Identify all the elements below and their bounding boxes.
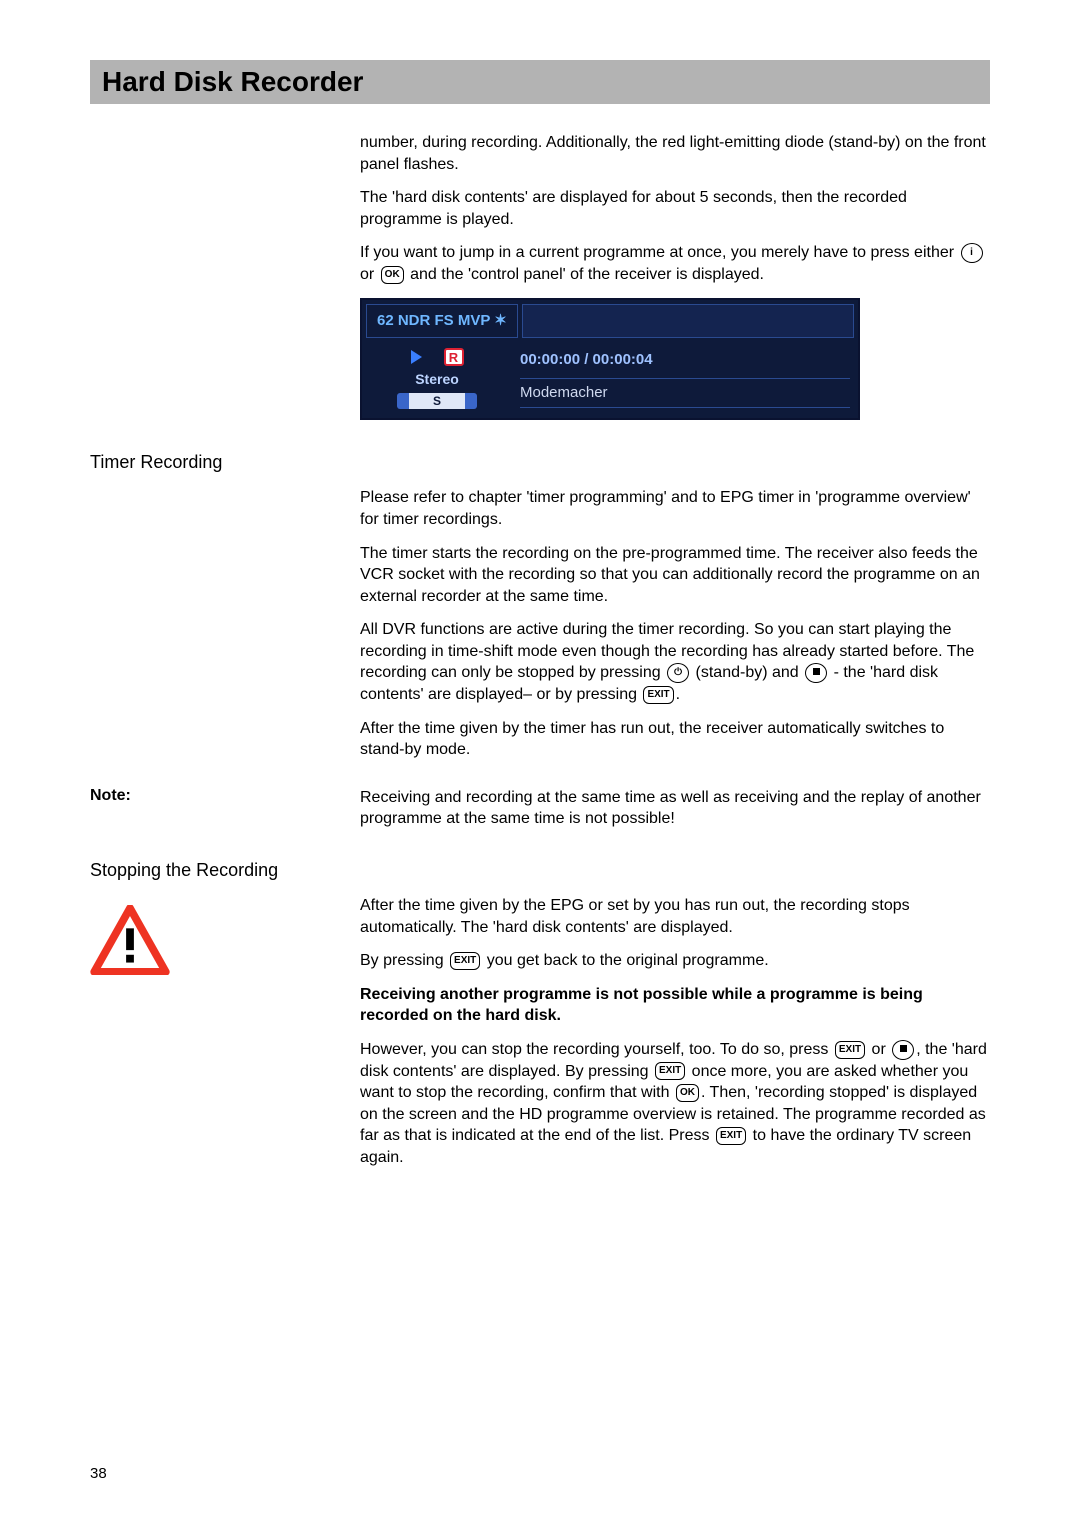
intro-p2: The 'hard disk contents' are displayed f…	[360, 187, 990, 230]
play-icon	[411, 350, 422, 364]
standby-icon: ⏻	[667, 663, 689, 683]
stopping-heading-row: Stopping the Recording	[90, 860, 990, 881]
warning-icon	[90, 905, 350, 980]
stopping-warning: Receiving another programme is not possi…	[360, 984, 990, 1027]
note-label: Note:	[90, 787, 360, 842]
shot-time: 00:00:00 / 00:00:04	[520, 350, 850, 370]
ok-icon: OK	[676, 1084, 699, 1102]
timer-heading-row: Timer Recording	[90, 452, 990, 473]
stopping-p3: However, you can stop the recording your…	[360, 1039, 990, 1169]
exit-icon: EXIT	[716, 1127, 746, 1145]
page-title: Hard Disk Recorder	[102, 66, 978, 98]
timer-p4: After the time given by the timer has ru…	[360, 718, 990, 761]
shot-programme: Modemacher	[520, 383, 850, 403]
timer-heading: Timer Recording	[90, 452, 360, 473]
shot-s-indicator: S	[397, 393, 477, 409]
exit-icon: EXIT	[655, 1062, 685, 1080]
timer-p1: Please refer to chapter 'timer programmi…	[360, 487, 990, 530]
timer-block: Please refer to chapter 'timer programmi…	[90, 487, 990, 773]
intro-p3: If you want to jump in a current program…	[360, 242, 990, 285]
timer-p3: All DVR functions are active during the …	[360, 619, 990, 705]
exit-icon: EXIT	[643, 686, 673, 704]
document-page: Hard Disk Recorder number, during record…	[0, 0, 1080, 1235]
ok-icon: OK	[381, 266, 404, 284]
stop-icon	[892, 1040, 914, 1060]
stopping-block: After the time given by the EPG or set b…	[90, 895, 990, 1181]
intro-p1: number, during recording. Additionally, …	[360, 132, 990, 175]
exit-icon: EXIT	[835, 1041, 865, 1059]
stopping-heading: Stopping the Recording	[90, 860, 360, 881]
intro-block: number, during recording. Additionally, …	[90, 132, 990, 438]
info-icon: i	[961, 243, 983, 263]
receiver-screenshot: 62 NDR FS MVP ✶ R Stereo S 00:00:00 / 00…	[360, 298, 860, 421]
timer-p2: The timer starts the recording on the pr…	[360, 543, 990, 608]
exit-icon: EXIT	[450, 952, 480, 970]
page-number: 38	[90, 1465, 107, 1482]
title-bar: Hard Disk Recorder	[90, 60, 990, 104]
record-icon: R	[444, 348, 464, 366]
stop-icon	[805, 663, 827, 683]
shot-channel: 62 NDR FS MVP ✶	[366, 304, 518, 338]
shot-stereo: Stereo	[362, 370, 512, 389]
shot-banner	[522, 304, 854, 338]
stopping-p2: By pressing EXIT you get back to the ori…	[360, 950, 990, 972]
stopping-p1: After the time given by the EPG or set b…	[360, 895, 990, 938]
timer-note: Receiving and recording at the same time…	[360, 787, 990, 830]
timer-note-row: Note: Receiving and recording at the sam…	[90, 787, 990, 842]
